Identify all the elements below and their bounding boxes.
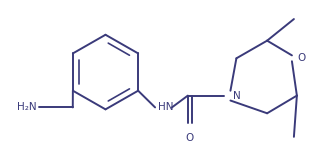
Text: N: N: [233, 91, 240, 101]
Text: O: O: [298, 53, 306, 63]
Text: H₂N: H₂N: [17, 102, 37, 112]
Text: O: O: [186, 133, 194, 143]
Text: HN: HN: [158, 102, 174, 112]
